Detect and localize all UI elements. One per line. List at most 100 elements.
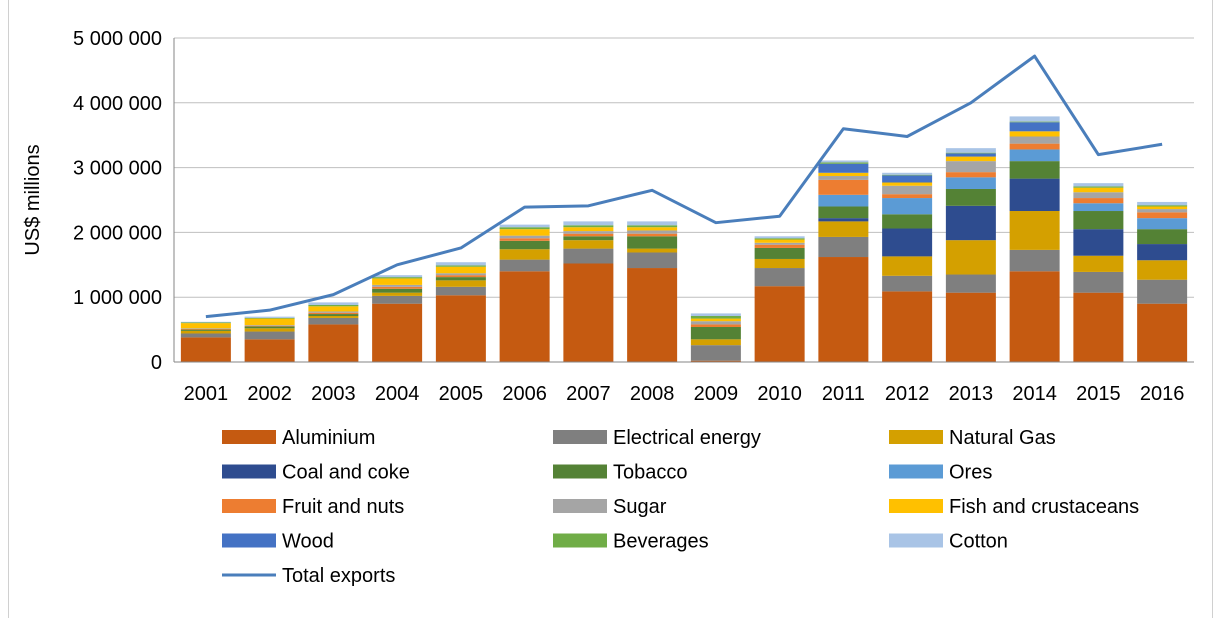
bar-segment-tobacco: [180, 329, 231, 331]
bar-segment-fish-and-crustaceans: [563, 227, 614, 232]
bar-segment-sugar: [627, 230, 678, 234]
bar-segment-electrical-energy: [563, 248, 614, 264]
bar-segment-fruit-and-nuts: [818, 179, 869, 195]
bar-segment-electrical-energy: [882, 275, 933, 292]
bar-segment-tobacco: [308, 314, 359, 316]
bar-segment-fruit-and-nuts: [627, 233, 678, 237]
x-tick-label: 2016: [1140, 383, 1185, 405]
bar-segment-sugar: [690, 321, 741, 325]
bar-segment-beverages: [754, 238, 805, 240]
x-tick-label: 2008: [630, 383, 675, 405]
bar-segment-coal-and-coke: [818, 218, 869, 222]
bar-segment-beverages: [818, 162, 869, 164]
legend-label-natural-gas: Natural Gas: [949, 427, 1056, 449]
bar-segment-fish-and-crustaceans: [435, 266, 486, 274]
bar-segment-sugar: [372, 284, 423, 287]
bar-segment-natural-gas: [180, 330, 231, 334]
axes: 0 1 000 000 2 000 000 3 000 000 4 000 000 5 0…: [73, 28, 1194, 405]
bar-segment-tobacco: [1073, 211, 1124, 230]
bar-segment-wood: [818, 163, 869, 173]
legend-label-beverages: Beverages: [613, 531, 709, 553]
bar-segment-fruit-and-nuts: [690, 324, 741, 328]
bar-segment-beverages: [627, 225, 678, 228]
bar-segment-fish-and-crustaceans: [754, 239, 805, 243]
x-tick-label: 2006: [502, 383, 547, 405]
bar-segment-fruit-and-nuts: [372, 286, 423, 289]
bar-segment-cotton: [627, 221, 678, 226]
legend-swatch-cotton: [889, 533, 943, 548]
y-tick-label: 2 000 000: [73, 222, 162, 244]
bar-segment-ores: [1009, 149, 1060, 162]
bar-segment-electrical-energy: [244, 331, 295, 340]
legend-label-ores: Ores: [949, 462, 992, 484]
bar-segment-natural-gas: [1009, 211, 1060, 250]
x-tick-label: 2014: [1012, 383, 1057, 405]
bar-segment-tobacco: [435, 277, 486, 281]
bar-segment-sugar: [945, 161, 996, 173]
bar-segment-beverages: [882, 174, 933, 176]
bar-segment-sugar: [308, 311, 359, 313]
bar-segment-fish-and-crustaceans: [882, 182, 933, 186]
x-tick-label: 2003: [311, 383, 356, 405]
bar-segment-sugar: [1073, 192, 1124, 199]
bar-segment-natural-gas: [1073, 255, 1124, 272]
bar-segment-electrical-energy: [435, 286, 486, 296]
bar-segment-aluminium: [818, 257, 869, 362]
legend-label-total-exports: Total exports: [282, 565, 395, 587]
bar-segment-fruit-and-nuts: [1073, 198, 1124, 204]
bar-segment-fruit-and-nuts: [1137, 212, 1188, 219]
bar-segment-tobacco: [945, 188, 996, 206]
bar-segment-beverages: [308, 304, 359, 307]
legend-label-sugar: Sugar: [613, 496, 667, 518]
bar-segment-coal-and-coke: [945, 205, 996, 241]
bar-segment-tobacco: [882, 214, 933, 229]
bar-segment-fish-and-crustaceans: [372, 278, 423, 285]
legend-label-aluminium: Aluminium: [282, 427, 375, 449]
bar-segment-electrical-energy: [1073, 271, 1124, 293]
bar-segment-fruit-and-nuts: [563, 233, 614, 237]
y-tick-label: 0: [151, 352, 162, 374]
bar-segment-beverages: [563, 225, 614, 228]
bar-segment-beverages: [1009, 121, 1060, 123]
bar-segment-beverages: [1073, 186, 1124, 188]
bar-segment-ores: [945, 177, 996, 189]
bar-segment-sugar: [180, 328, 231, 329]
legend-swatch-ores: [889, 464, 943, 479]
bar-segment-fish-and-crustaceans: [244, 318, 295, 326]
x-tick-label: 2001: [184, 383, 229, 405]
legend-swatch-wood: [222, 533, 276, 548]
bar-segment-aluminium: [308, 324, 359, 362]
bar-segment-aluminium: [627, 268, 678, 362]
bar-segment-electrical-energy: [180, 333, 231, 338]
bar-segment-aluminium: [563, 263, 614, 362]
legend-label-electrical-energy: Electrical energy: [613, 427, 761, 449]
bar-segment-sugar: [882, 185, 933, 195]
legend-swatch-aluminium: [222, 430, 276, 444]
bar-segment-electrical-energy: [627, 252, 678, 269]
bar-segment-tobacco: [244, 326, 295, 329]
stacked-bar-line-chart: 0 1 000 000 2 000 000 3 000 000 4 000 000 5 0…: [22, 28, 1194, 587]
bar-segment-wood: [1009, 122, 1060, 132]
bar-segment-tobacco: [690, 327, 741, 340]
y-tick-label: 4 000 000: [73, 93, 162, 115]
bar-segment-aluminium: [180, 337, 231, 362]
bar-segment-cotton: [308, 302, 359, 305]
x-tick-label: 2015: [1076, 383, 1121, 405]
x-tick-label: 2010: [757, 383, 802, 405]
bar-segment-sugar: [754, 242, 805, 245]
bar-segment-cotton: [180, 321, 231, 323]
legend-swatch-coal-and-coke: [222, 464, 276, 479]
bar-segment-tobacco: [754, 247, 805, 259]
bar-segment-cotton: [818, 160, 869, 163]
bar-segment-fruit-and-nuts: [435, 275, 486, 278]
x-tick-label: 2002: [247, 383, 292, 405]
bar-segment-cotton: [1009, 116, 1060, 122]
x-tick-label: 2009: [694, 383, 739, 405]
bar-segment-electrical-energy: [945, 274, 996, 293]
bar-segment-fruit-and-nuts: [882, 194, 933, 199]
bar-segment-natural-gas: [818, 221, 869, 237]
bar-segment-sugar: [435, 273, 486, 276]
legend-label-fish-and-crustaceans: Fish and crustaceans: [949, 496, 1139, 518]
bar-segment-sugar: [244, 325, 295, 326]
x-tick-label: 2004: [375, 383, 420, 405]
